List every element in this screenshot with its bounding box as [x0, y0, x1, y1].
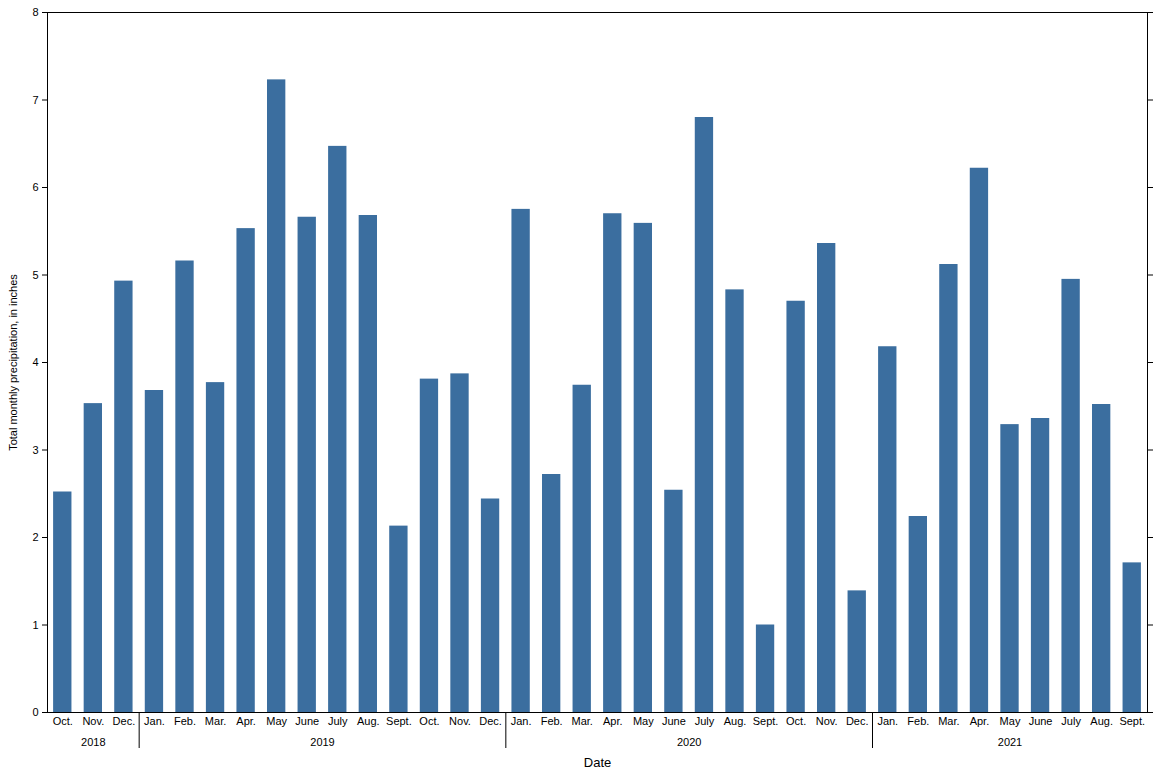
- svg-text:2020: 2020: [677, 736, 701, 748]
- svg-text:8: 8: [32, 6, 38, 18]
- svg-text:Sept.: Sept.: [386, 715, 412, 727]
- svg-text:Mar.: Mar.: [205, 715, 226, 727]
- svg-text:Dec.: Dec.: [479, 715, 502, 727]
- svg-text:2: 2: [32, 531, 38, 543]
- svg-text:July: July: [328, 715, 348, 727]
- svg-text:May: May: [266, 715, 287, 727]
- svg-text:Aug.: Aug.: [1090, 715, 1113, 727]
- svg-text:Apr.: Apr.: [236, 715, 256, 727]
- svg-text:3: 3: [32, 444, 38, 456]
- svg-text:6: 6: [32, 181, 38, 193]
- svg-text:Aug.: Aug.: [724, 715, 747, 727]
- svg-text:Mar.: Mar.: [572, 715, 593, 727]
- svg-text:July: July: [695, 715, 715, 727]
- svg-text:Oct.: Oct.: [419, 715, 439, 727]
- svg-text:7: 7: [32, 94, 38, 106]
- svg-text:Nov.: Nov.: [82, 715, 104, 727]
- svg-text:Aug.: Aug.: [357, 715, 380, 727]
- svg-text:2018: 2018: [81, 736, 105, 748]
- svg-text:2021: 2021: [998, 736, 1022, 748]
- svg-text:4: 4: [32, 356, 38, 368]
- svg-text:June: June: [295, 715, 319, 727]
- svg-text:Jan.: Jan.: [511, 715, 532, 727]
- svg-text:Apr.: Apr.: [603, 715, 623, 727]
- svg-text:0: 0: [32, 706, 38, 718]
- svg-text:Mar.: Mar.: [938, 715, 959, 727]
- svg-text:1: 1: [32, 619, 38, 631]
- svg-text:Dec.: Dec.: [846, 715, 869, 727]
- svg-text:Nov.: Nov.: [816, 715, 838, 727]
- svg-text:Oct.: Oct.: [53, 715, 73, 727]
- svg-text:Feb.: Feb.: [541, 715, 563, 727]
- svg-text:Date: Date: [584, 755, 611, 770]
- svg-text:May: May: [633, 715, 654, 727]
- svg-text:July: July: [1061, 715, 1081, 727]
- svg-text:2019: 2019: [310, 736, 334, 748]
- svg-text:Jan.: Jan.: [877, 715, 898, 727]
- svg-text:Apr.: Apr.: [970, 715, 990, 727]
- svg-text:Jan.: Jan.: [144, 715, 165, 727]
- svg-text:Total monthly precipitation, i: Total monthly precipitation, in inches: [7, 274, 19, 451]
- svg-text:Sept.: Sept.: [753, 715, 779, 727]
- svg-text:Feb.: Feb.: [174, 715, 196, 727]
- svg-text:5: 5: [32, 269, 38, 281]
- svg-text:Oct.: Oct.: [786, 715, 806, 727]
- svg-text:June: June: [662, 715, 686, 727]
- svg-text:Sept.: Sept.: [1119, 715, 1145, 727]
- svg-text:Nov.: Nov.: [449, 715, 471, 727]
- svg-text:May: May: [1000, 715, 1021, 727]
- svg-text:Feb.: Feb.: [907, 715, 929, 727]
- svg-text:June: June: [1029, 715, 1053, 727]
- svg-text:Dec.: Dec.: [113, 715, 136, 727]
